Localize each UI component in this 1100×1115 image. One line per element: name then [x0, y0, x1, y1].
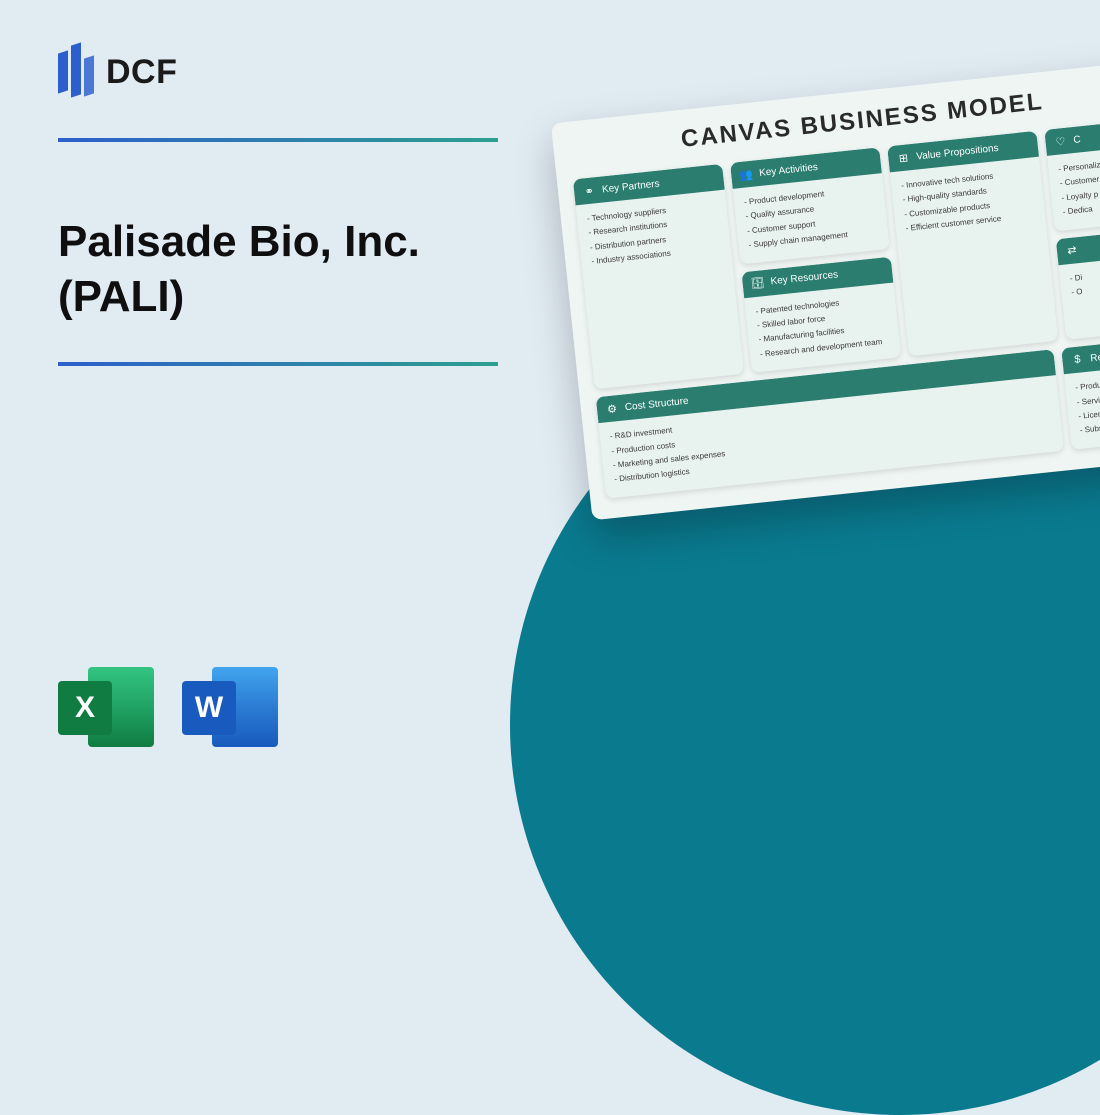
- list-item: Product sales: [1075, 368, 1100, 396]
- list-item: Di: [1069, 258, 1100, 286]
- link-icon: ⚭: [581, 183, 596, 198]
- sliders-icon: ⚙: [604, 401, 619, 416]
- excel-icon[interactable]: X: [58, 661, 154, 753]
- divider-top: [58, 138, 498, 142]
- card-label: Key Partners: [601, 178, 660, 195]
- card-revenue-streams: $Revenue S Product sales Service contrac…: [1061, 333, 1100, 450]
- grid-icon: ⊞: [896, 150, 911, 165]
- dollar-icon: $: [1070, 352, 1085, 367]
- card-label: C: [1073, 134, 1081, 146]
- file-icons-row: X W: [58, 661, 278, 753]
- logo-text: DCF: [106, 53, 177, 92]
- arrows-icon: ⇄: [1064, 243, 1079, 258]
- card-key-resources: 🗄Key Resources Patented technologies Ski…: [741, 256, 901, 373]
- card-label: Value Propositions: [916, 142, 999, 162]
- page-container: DCF Palisade Bio, Inc. (PALI) X W CANVAS…: [0, 0, 1100, 805]
- people-icon: 👥: [739, 167, 754, 182]
- card-key-partners: ⚭Key Partners Technology suppliers Resea…: [573, 164, 744, 390]
- page-title: Palisade Bio, Inc. (PALI): [58, 214, 498, 324]
- database-icon: 🗄: [750, 276, 765, 291]
- canvas-model: CANVAS BUSINESS MODEL ⚭Key Partners Tech…: [551, 59, 1100, 520]
- word-icon[interactable]: W: [182, 661, 278, 753]
- divider-bottom: [58, 362, 498, 366]
- card-label: Cost Structure: [624, 395, 689, 413]
- left-panel: DCF Palisade Bio, Inc. (PALI): [58, 48, 498, 366]
- card-label: Revenue S: [1090, 348, 1100, 364]
- card-channels: ⇄ Di O: [1056, 223, 1100, 340]
- card-label: Key Activities: [759, 161, 819, 178]
- logo: DCF: [58, 48, 498, 96]
- logo-bars-icon: [58, 48, 94, 96]
- heart-icon: ♡: [1053, 134, 1068, 149]
- card-customer-relationships: ♡C Personaliz Customer Loyalty p Dedica: [1044, 114, 1100, 231]
- canvas-grid: ⚭Key Partners Technology suppliers Resea…: [573, 118, 1100, 389]
- card-label: Key Resources: [770, 269, 839, 287]
- card-value-propositions: ⊞Value Propositions Innovative tech solu…: [887, 131, 1058, 357]
- card-key-activities: 👥Key Activities Product development Qual…: [730, 147, 890, 264]
